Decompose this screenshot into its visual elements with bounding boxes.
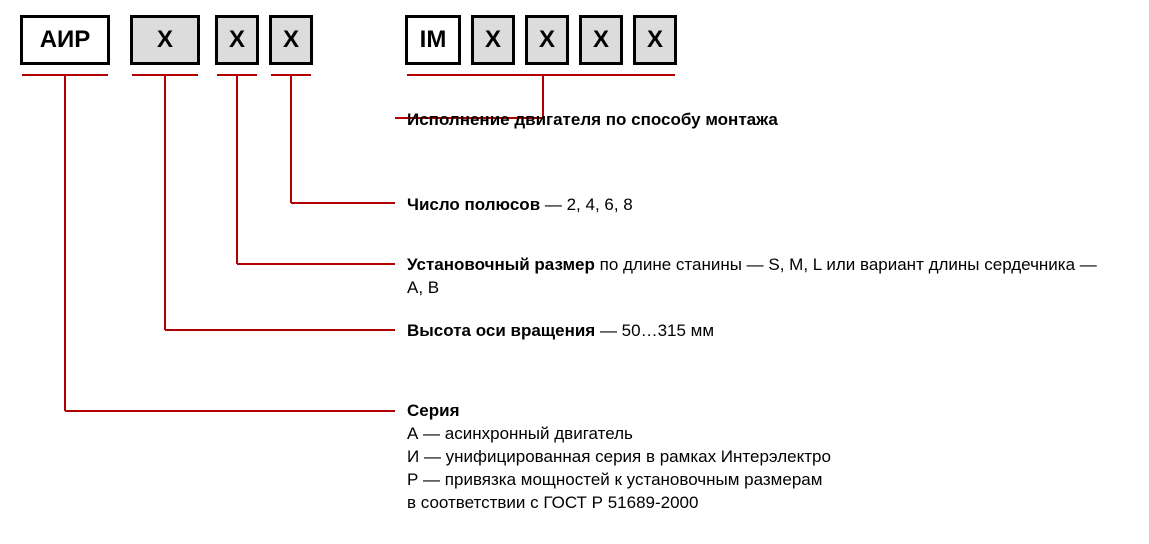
code-box-label: IM	[420, 26, 447, 54]
code-box-height: X	[130, 15, 200, 65]
code-box-im-d1: X	[471, 15, 515, 65]
code-box-im-d2: X	[525, 15, 569, 65]
code-box-label: АИР	[40, 26, 91, 54]
diagram-root: АИР X X X IM X X X X Исполнение двигател…	[0, 0, 1149, 544]
desc-axis-height: Высота оси вращения — 50…315 мм	[407, 320, 714, 343]
code-box-poles: X	[269, 15, 313, 65]
code-box-label: X	[593, 26, 609, 54]
code-box-im-d4: X	[633, 15, 677, 65]
code-box-install-size: X	[215, 15, 259, 65]
code-box-im: IM	[405, 15, 461, 65]
code-box-label: X	[283, 26, 299, 54]
code-box-label: X	[539, 26, 555, 54]
code-box-label: X	[229, 26, 245, 54]
code-box-label: X	[647, 26, 663, 54]
code-box-label: X	[157, 26, 173, 54]
code-box-label: X	[485, 26, 501, 54]
desc-series: СерияА — асинхронный двигательИ — унифиц…	[407, 400, 831, 515]
code-box-im-d3: X	[579, 15, 623, 65]
desc-install-size: Установочный размер по длине станины — S…	[407, 254, 1107, 300]
desc-motor-execution: Исполнение двигателя по способу монтажа	[407, 109, 778, 132]
desc-pole-count: Число полюсов — 2, 4, 6, 8	[407, 194, 633, 217]
code-box-series: АИР	[20, 15, 110, 65]
